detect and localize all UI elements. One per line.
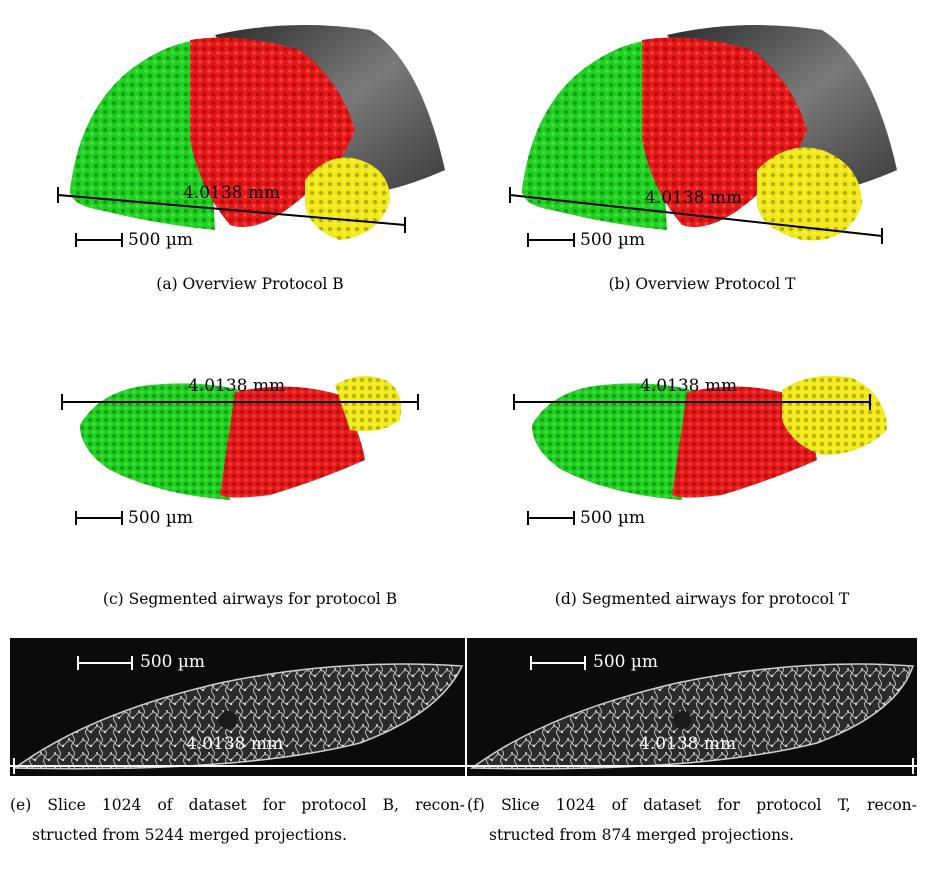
figure-d: 4.0138 mm 500 µm (d) Segmented airways f… (492, 370, 912, 610)
figure-c: 4.0138 mm 500 µm (c) Segmented airways f… (40, 370, 460, 610)
measure-label: 4.0138 mm (640, 376, 738, 396)
lung-slice (12, 663, 464, 770)
figure-a: 4.0138 mm 500 µm (a) Overview Protocol B (40, 20, 460, 293)
airway-render-d (513, 375, 887, 525)
scale-label: 500 µm (128, 508, 194, 528)
measure-label: 4.0138 mm (186, 734, 284, 754)
slice-render-e (10, 656, 465, 774)
measure-label: 4.0138 mm (188, 376, 286, 396)
caption-e-line1: (e) Slice 1024 of dataset for protocol B… (10, 796, 465, 814)
lung-slice (469, 663, 915, 770)
caption-f: (f) Slice 1024 of dataset for protocol T… (467, 790, 917, 850)
airway-render-c (61, 376, 419, 525)
scale-label: 500 µm (593, 652, 659, 672)
caption-f-line1: (f) Slice 1024 of dataset for protocol T… (467, 796, 917, 814)
caption-d: (d) Segmented airways for protocol T (554, 590, 850, 608)
airway-render-b (509, 25, 897, 247)
measure-line (509, 194, 883, 237)
measure-label: 4.0138 mm (645, 188, 743, 208)
caption-c: (c) Segmented airways for protocol B (102, 590, 398, 608)
scale-label: 500 µm (128, 230, 194, 250)
airway-render-a (57, 25, 445, 247)
caption-b: (b) Overview Protocol T (608, 275, 796, 293)
caption-a: (a) Overview Protocol B (156, 275, 344, 293)
caption-e: (e) Slice 1024 of dataset for protocol B… (10, 790, 465, 850)
scale-label: 500 µm (580, 230, 646, 250)
scale-label: 500 µm (140, 652, 206, 672)
measure-label: 4.0138 mm (639, 734, 737, 754)
measure-line (57, 194, 406, 226)
measure-label: 4.0138 mm (183, 183, 281, 203)
slice-image-e: 4.0138 mm 500 µm (10, 638, 465, 776)
caption-e-line2: structed from 5244 merged projections. (32, 826, 347, 844)
scale-label: 500 µm (580, 508, 646, 528)
figure-b: 4.0138 mm 500 µm (b) Overview Protocol T (492, 20, 912, 293)
slice-image-f: 4.0138 mm 500 µm (467, 638, 917, 776)
slice-render-f (467, 656, 917, 774)
caption-f-line2: structed from 874 merged projections. (489, 826, 795, 844)
